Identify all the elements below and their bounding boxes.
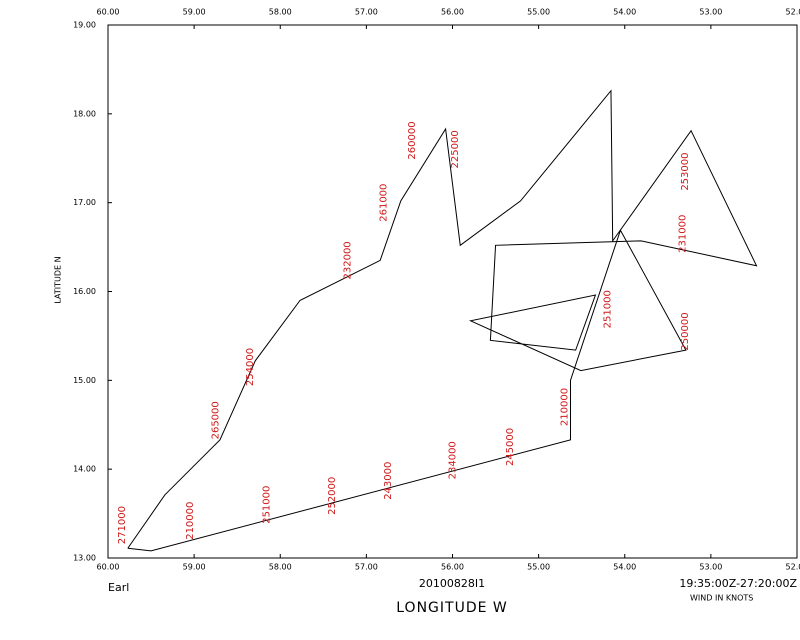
time-label: 245000 bbox=[505, 428, 516, 466]
y-tick-label: 17.00 bbox=[73, 198, 96, 207]
x-axis-label: LONGITUDE W bbox=[396, 600, 508, 616]
time-range: 19:35:00Z-27:20:00Z bbox=[679, 577, 797, 590]
x-tick-label: 59.00 bbox=[183, 563, 206, 572]
x-tick-label-top: 59.00 bbox=[183, 8, 206, 17]
x-tick-label: 52.00 bbox=[786, 563, 800, 572]
x-tick-label-top: 54.00 bbox=[613, 8, 636, 17]
y-tick-label: 13.00 bbox=[73, 554, 96, 563]
time-label: 251000 bbox=[261, 486, 272, 524]
time-label: 253000 bbox=[680, 152, 691, 190]
x-tick-label: 60.00 bbox=[97, 563, 120, 572]
time-label: 243000 bbox=[383, 462, 394, 500]
y-tick-label: 18.00 bbox=[73, 109, 96, 118]
x-tick-label: 54.00 bbox=[613, 563, 636, 572]
units-note: WIND IN KNOTS bbox=[690, 594, 753, 603]
time-label: 261000 bbox=[379, 184, 390, 222]
x-tick-label-top: 56.00 bbox=[441, 8, 464, 17]
y-tick-label: 15.00 bbox=[73, 376, 96, 385]
x-tick-label-top: 58.00 bbox=[269, 8, 292, 17]
x-tick-label-top: 57.00 bbox=[355, 8, 378, 17]
x-tick-label-top: 53.00 bbox=[699, 8, 722, 17]
time-label: 260000 bbox=[407, 121, 418, 159]
time-label: 252000 bbox=[327, 477, 338, 515]
x-tick-label: 58.00 bbox=[269, 563, 292, 572]
storm-name: Earl bbox=[108, 581, 129, 594]
x-tick-label: 57.00 bbox=[355, 563, 378, 572]
time-label: 225000 bbox=[450, 130, 461, 168]
x-tick-label: 55.00 bbox=[527, 563, 550, 572]
y-tick-label: 19.00 bbox=[73, 21, 96, 30]
time-label: 265000 bbox=[211, 401, 222, 439]
x-tick-label-top: 55.00 bbox=[527, 8, 550, 17]
time-label: 234000 bbox=[448, 441, 459, 479]
time-label: 254000 bbox=[245, 348, 256, 386]
time-label: 210000 bbox=[559, 388, 570, 426]
x-tick-label: 53.00 bbox=[699, 563, 722, 572]
flight-track bbox=[127, 89, 758, 552]
x-tick-label: 56.00 bbox=[441, 563, 464, 572]
time-label: 250000 bbox=[680, 312, 691, 350]
y-tick-label: 14.00 bbox=[73, 465, 96, 474]
y-axis-label: LATITUDE N bbox=[54, 256, 63, 303]
x-tick-label-top: 60.00 bbox=[97, 8, 120, 17]
x-tick-label-top: 52.00 bbox=[786, 8, 800, 17]
mission-id: 20100828I1 bbox=[419, 577, 485, 590]
time-label: 251000 bbox=[603, 290, 614, 328]
time-label: 210000 bbox=[185, 502, 196, 540]
time-label: 231000 bbox=[677, 215, 688, 253]
time-label: 271000 bbox=[117, 506, 128, 544]
y-tick-label: 16.00 bbox=[73, 287, 96, 296]
time-label: 232000 bbox=[342, 241, 353, 279]
